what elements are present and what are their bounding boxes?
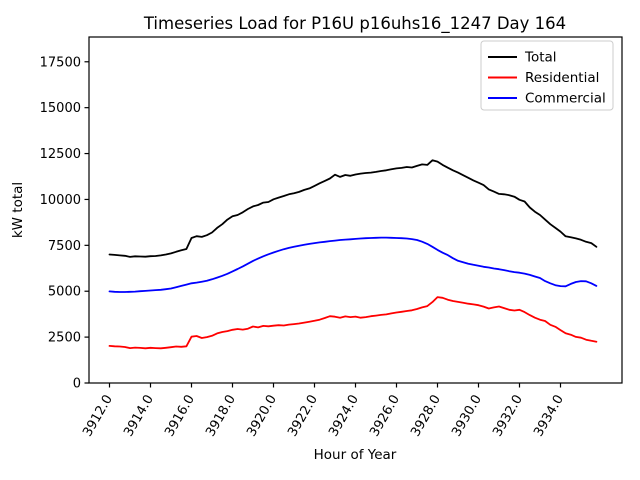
x-tick-label: 3916.0	[162, 393, 198, 440]
x-axis-ticks: 3912.0 3914.0 3916.0 3918.0 3920.0 3922.0 3924…	[80, 383, 567, 439]
x-tick-label: 3934.0	[531, 393, 567, 440]
legend-label: Total	[524, 50, 557, 66]
y-tick-label: 15000	[40, 101, 81, 116]
y-axis-ticks: 0 2500 5000 7500 10000 12500 15000 17500	[40, 55, 89, 392]
x-tick-label: 3932.0	[490, 393, 526, 440]
series-line-total	[108, 159, 598, 258]
legend-label: Residential	[525, 70, 599, 86]
legend: Total Residential Commercial	[480, 40, 614, 111]
x-tick-label: 3928.0	[408, 393, 444, 440]
legend-box	[480, 40, 614, 111]
y-tick-label: 5000	[48, 285, 81, 300]
chart-title: Timeseries Load for P16U p16uhs16_1247 D…	[143, 14, 566, 34]
series-line-commercial	[108, 236, 598, 293]
x-tick-label: 3914.0	[121, 393, 157, 440]
y-tick-label: 12500	[40, 147, 81, 162]
y-tick-label: 17500	[40, 55, 81, 70]
x-tick-label: 3912.0	[80, 393, 116, 440]
y-tick-label: 0	[73, 377, 81, 392]
x-tick-label: 3920.0	[244, 393, 280, 440]
x-tick-label: 3926.0	[367, 393, 403, 440]
legend-label: Commercial	[525, 91, 606, 107]
series-line-residential	[108, 296, 598, 350]
series-lines	[108, 159, 598, 350]
y-tick-label: 10000	[40, 193, 81, 208]
x-axis-label: Hour of Year	[314, 447, 397, 463]
x-tick-label: 3922.0	[285, 393, 321, 440]
x-tick-label: 3918.0	[203, 393, 239, 440]
x-tick-label: 3924.0	[326, 393, 362, 440]
x-tick-label: 3930.0	[449, 393, 485, 440]
y-tick-label: 2500	[48, 331, 81, 346]
y-tick-label: 7500	[48, 239, 81, 254]
y-axis-label: kW total	[10, 182, 26, 238]
